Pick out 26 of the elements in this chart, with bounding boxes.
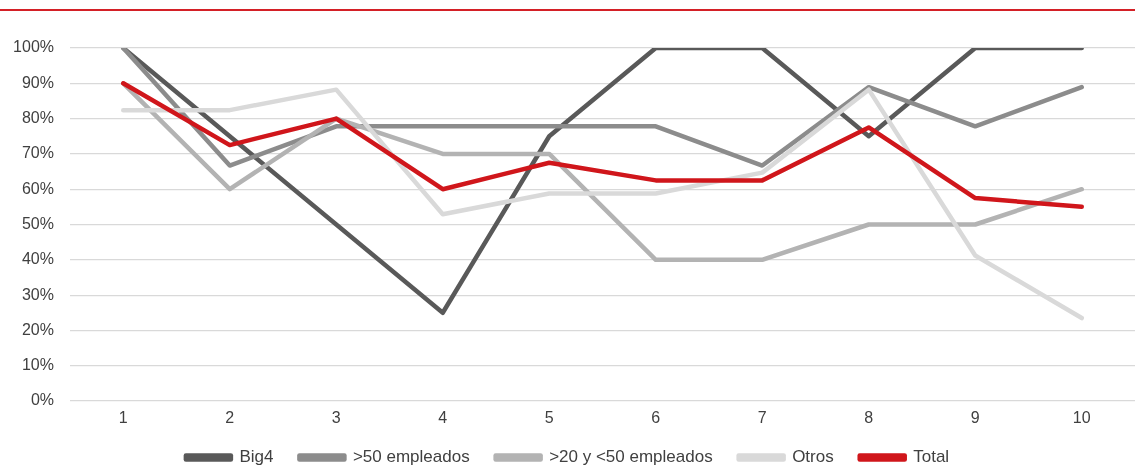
x-tick-label: 5	[544, 409, 554, 427]
legend-label: Total	[913, 447, 950, 466]
y-tick-label: 10%	[21, 356, 54, 374]
x-tick-label: 2	[225, 409, 235, 427]
y-tick-label: 80%	[21, 109, 54, 127]
legend-label: Otros	[792, 447, 834, 466]
x-tick-label: 7	[757, 409, 767, 427]
x-tick-label: 3	[331, 409, 341, 427]
x-tick-label: 8	[864, 409, 874, 427]
x-tick-label: 6	[651, 409, 661, 427]
x-tick-label: 1	[118, 409, 128, 427]
y-tick-label: 70%	[21, 144, 54, 162]
legend-label: >20 y <50 empleados	[549, 447, 713, 466]
y-tick-label: 60%	[21, 179, 54, 197]
y-tick-label: 20%	[21, 320, 54, 338]
x-tick-label: 10	[1072, 409, 1091, 427]
x-tick-label: 9	[970, 409, 980, 427]
y-tick-label: 0%	[30, 391, 54, 409]
y-tick-label: 30%	[21, 285, 54, 303]
y-tick-label: 50%	[21, 214, 54, 232]
y-tick-label: 40%	[21, 250, 54, 268]
legend-label: Big4	[239, 447, 274, 466]
legend-label: >50 empleados	[352, 447, 470, 466]
x-tick-label: 4	[438, 409, 448, 427]
y-tick-label: 100%	[13, 38, 54, 56]
y-tick-label: 90%	[21, 73, 54, 91]
